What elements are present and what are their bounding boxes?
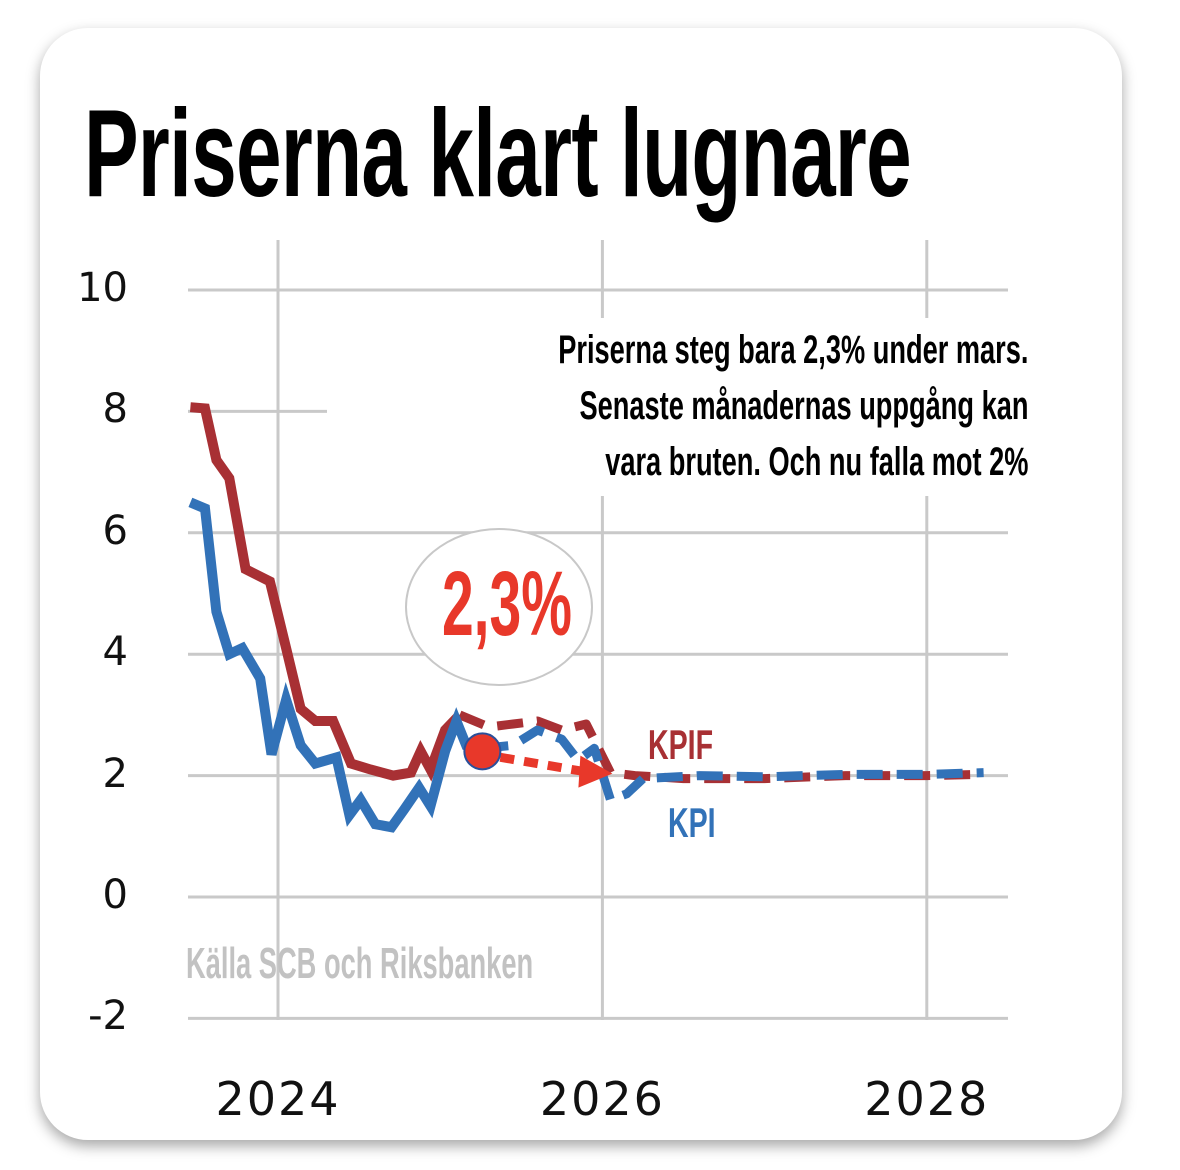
y-tick-label: -2 [88, 993, 128, 1040]
series-label-kpi: KPI [668, 799, 716, 846]
callout-bubble: 2,3% [405, 528, 593, 686]
series-label-kpif: KPIF [648, 721, 714, 768]
y-tick-label: 0 [102, 872, 128, 918]
x-tick-label: 2026 [539, 1072, 665, 1126]
series-kpif-actual-line [189, 402, 464, 782]
arrow-head [578, 755, 613, 788]
series-kpi-actual-line [188, 497, 484, 833]
x-tick-label: 2024 [215, 1072, 341, 1126]
source-note: Källa SCB och Riksbanken [186, 939, 534, 988]
x-tick-label: 2028 [864, 1072, 990, 1126]
y-tick-label: 10 [77, 265, 128, 311]
annotation-line-3: vara bruten. Och nu falla mot 2% [604, 440, 1028, 484]
series-kpif-forecast-line [457, 710, 984, 784]
arrow-line [499, 752, 586, 777]
callout-value: 2,3% [441, 553, 572, 655]
y-tick-label: 6 [102, 507, 128, 554]
y-tick-label: 4 [102, 629, 128, 676]
y-tick-label: 8 [102, 386, 128, 433]
chart-title: Priserna klart lugnare [84, 85, 912, 223]
highlight-point [463, 732, 502, 771]
y-tick-label: 2 [102, 750, 128, 797]
annotation-line-2: Senaste månadernas uppgång kan [579, 384, 1028, 428]
series-kpi-forecast-line [481, 725, 984, 805]
annotation-line-1: Priserna steg bara 2,3% under mars. [557, 328, 1028, 372]
annotation: Priserna steg bara 2,3% under mars. Sena… [326, 318, 1028, 496]
